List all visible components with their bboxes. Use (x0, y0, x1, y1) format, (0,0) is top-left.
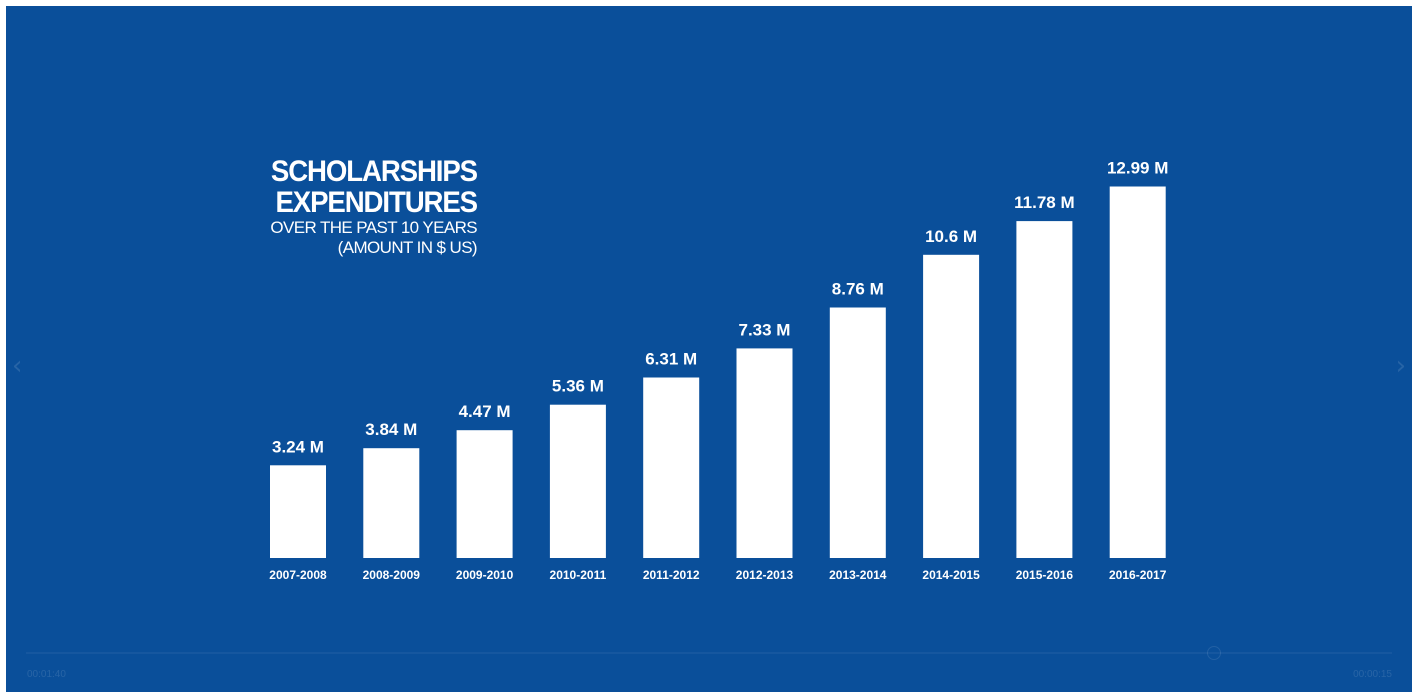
bar-2013-2014 (829, 307, 886, 558)
value-label-2016-2017: 12.99 M (1107, 159, 1168, 178)
value-label-2012-2013: 7.33 M (739, 320, 791, 339)
chart-subtitle-line-1: OVER THE PAST 10 YEARS (270, 218, 477, 237)
value-label-2010-2011: 5.36 M (552, 377, 604, 396)
bar-2012-2013 (736, 348, 793, 558)
previous-slide-icon[interactable]: ‹ (12, 351, 23, 381)
category-label-2009-2010: 2009-2010 (456, 568, 514, 582)
category-label-2012-2013: 2012-2013 (736, 568, 794, 582)
chart-title-block: SCHOLARSHIPS EXPENDITURES OVER THE PAST … (253, 155, 479, 258)
category-label-2008-2009: 2008-2009 (363, 568, 421, 582)
value-label-2011-2012: 6.31 M (645, 350, 697, 369)
chart-title-line-1: SCHOLARSHIPS (270, 155, 478, 188)
value-label-2009-2010: 4.47 M (459, 402, 511, 421)
time-remaining: 00:00:15 (1353, 669, 1392, 680)
bar-2010-2011 (549, 404, 606, 558)
infographic-frame: SCHOLARSHIPS EXPENDITURES OVER THE PAST … (6, 6, 1412, 692)
bar-2008-2009 (363, 448, 420, 558)
bar-2009-2010 (456, 430, 513, 558)
category-label-2011-2012: 2011-2012 (643, 568, 700, 582)
progress-knob[interactable] (1207, 646, 1222, 660)
bar-2015-2016 (1016, 221, 1073, 558)
bar-2014-2015 (923, 254, 980, 559)
value-label-2008-2009: 3.84 M (365, 420, 417, 439)
bar-2007-2008 (270, 465, 326, 558)
category-label-2015-2016: 2015-2016 (1016, 568, 1074, 582)
value-label-2015-2016: 11.78 M (1014, 193, 1075, 212)
category-label-2016-2017: 2016-2017 (1109, 568, 1167, 582)
category-label-2010-2011: 2010-2011 (550, 568, 607, 582)
category-label-2014-2015: 2014-2015 (922, 568, 980, 582)
value-label-2007-2008: 3.24 M (272, 437, 324, 456)
chart-subtitle-line-2: (AMOUNT IN $ US) (337, 238, 478, 257)
value-label-2014-2015: 10.6 M (925, 227, 977, 246)
video-player-controls: 00:01:40 00:00:15 (6, 642, 1412, 692)
value-label-2013-2014: 8.76 M (832, 280, 884, 299)
bar-2011-2012 (643, 377, 700, 558)
next-slide-icon[interactable]: › (1395, 351, 1406, 381)
progress-track[interactable] (26, 652, 1392, 654)
category-label-2007-2008: 2007-2008 (269, 568, 327, 582)
category-label-2013-2014: 2013-2014 (829, 568, 887, 582)
chart-title-line-2: EXPENDITURES (275, 186, 479, 219)
bar-chart: 3.24 M 2007-2008 3.84 M 2008-2009 4.47 M 2009… (269, 159, 1168, 583)
bar-2016-2017 (1109, 186, 1166, 558)
time-elapsed: 00:01:40 (27, 669, 66, 680)
